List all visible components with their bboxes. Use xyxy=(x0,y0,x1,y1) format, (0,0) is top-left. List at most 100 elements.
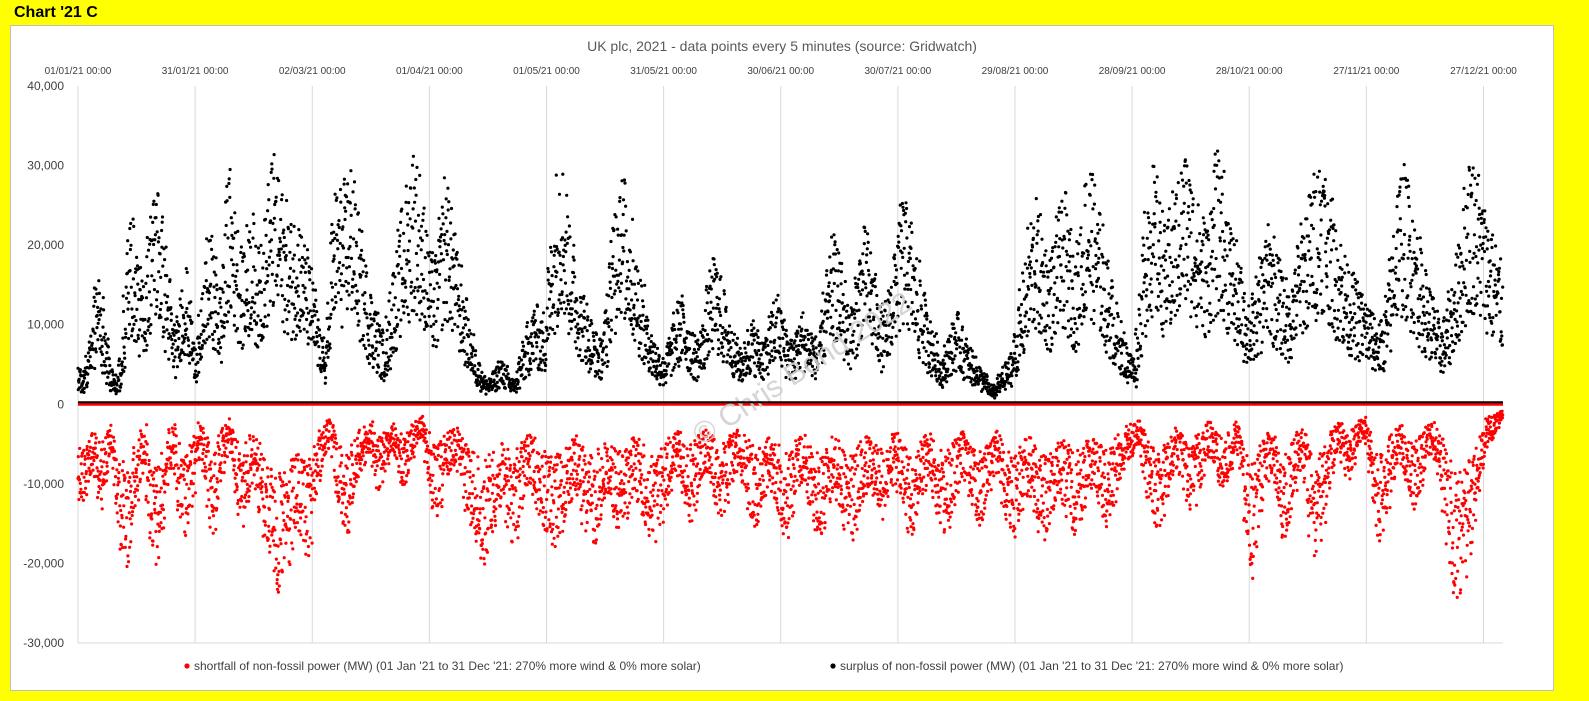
shortfall-point xyxy=(1094,460,1098,464)
shortfall-point xyxy=(222,443,226,447)
shortfall-point xyxy=(871,462,876,466)
shortfall-point xyxy=(678,473,682,477)
shortfall-point xyxy=(524,457,529,461)
shortfall-point xyxy=(982,483,986,487)
shortfall-point xyxy=(115,492,120,496)
shortfall-point xyxy=(1465,575,1469,579)
shortfall-point xyxy=(315,452,319,456)
shortfall-point xyxy=(708,466,712,470)
shortfall-point xyxy=(487,453,491,457)
shortfall-point xyxy=(568,477,572,481)
shortfall-point xyxy=(265,466,269,470)
shortfall-point xyxy=(431,452,436,456)
shortfall-point xyxy=(775,497,779,501)
shortfall-point xyxy=(1488,425,1492,429)
shortfall-point xyxy=(1058,445,1062,449)
shortfall-point xyxy=(237,452,242,456)
shortfall-point xyxy=(676,454,680,458)
shortfall-point xyxy=(713,488,717,492)
shortfall-point xyxy=(1246,463,1250,467)
shortfall-point xyxy=(1010,479,1014,484)
shortfall-point xyxy=(642,478,646,482)
shortfall-point xyxy=(1451,525,1455,530)
shortfall-point xyxy=(1199,482,1203,486)
shortfall-point xyxy=(477,531,481,535)
shortfall-point xyxy=(1389,471,1393,475)
shortfall-point xyxy=(911,503,915,507)
shortfall-point xyxy=(582,458,586,462)
shortfall-point xyxy=(127,511,131,515)
shortfall-point xyxy=(876,448,880,452)
shortfall-point xyxy=(863,451,868,455)
shortfall-point xyxy=(1111,493,1115,497)
shortfall-point xyxy=(1008,470,1012,474)
shortfall-point xyxy=(728,471,732,475)
shortfall-point xyxy=(350,463,355,467)
shortfall-point xyxy=(535,488,539,492)
shortfall-point xyxy=(306,544,310,549)
shortfall-point xyxy=(678,464,683,469)
shortfall-point xyxy=(1345,434,1349,438)
shortfall-point xyxy=(998,434,1002,438)
shortfall-point xyxy=(1136,435,1140,439)
shortfall-point xyxy=(305,529,309,533)
shortfall-point xyxy=(720,481,725,485)
shortfall-point xyxy=(307,463,311,467)
shortfall-point xyxy=(638,462,642,466)
shortfall-point xyxy=(1251,554,1255,559)
shortfall-point xyxy=(351,495,355,499)
shortfall-point xyxy=(793,489,798,493)
shortfall-point xyxy=(738,461,742,465)
shortfall-point xyxy=(527,465,532,469)
shortfall-point xyxy=(465,503,469,507)
shortfall-point xyxy=(163,472,167,476)
shortfall-point xyxy=(844,475,848,479)
shortfall-point xyxy=(1182,448,1186,452)
shortfall-point xyxy=(511,470,515,475)
shortfall-point xyxy=(1326,471,1330,475)
chart-title: UK plc, 2021 - data points every 5 minut… xyxy=(587,38,977,54)
shortfall-point xyxy=(138,477,142,481)
shortfall-point xyxy=(1238,435,1242,439)
shortfall-point xyxy=(495,474,500,478)
shortfall-point xyxy=(1144,454,1148,458)
shortfall-point xyxy=(406,440,410,444)
shortfall-point xyxy=(779,470,783,474)
chart-area[interactable]: UK plc, 2021 - data points every 5 minut… xyxy=(10,25,1554,691)
shortfall-point xyxy=(1018,472,1022,476)
shortfall-point xyxy=(792,510,796,515)
shortfall-point xyxy=(1297,433,1301,437)
shortfall-point xyxy=(745,446,749,450)
shortfall-point xyxy=(1297,439,1301,443)
shortfall-point xyxy=(1378,520,1382,524)
shortfall-point xyxy=(644,505,648,509)
shortfall-point xyxy=(643,522,648,527)
shortfall-point xyxy=(611,462,615,466)
shortfall-point xyxy=(1078,453,1082,457)
shortfall-point xyxy=(836,482,841,486)
shortfall-point xyxy=(1025,494,1030,498)
shortfall-point xyxy=(1428,445,1432,449)
shortfall-point xyxy=(1472,454,1476,458)
shortfall-point xyxy=(205,436,210,440)
shortfall-point xyxy=(826,466,830,470)
shortfall-point xyxy=(800,473,804,477)
shortfall-point xyxy=(1192,488,1196,492)
shortfall-point xyxy=(102,460,106,464)
shortfall-point xyxy=(180,503,184,507)
shortfall-point xyxy=(798,442,802,446)
shortfall-point xyxy=(692,462,696,466)
shortfall-point xyxy=(449,467,453,471)
shortfall-point xyxy=(1446,469,1450,473)
shortfall-point xyxy=(1219,436,1223,440)
shortfall-point xyxy=(335,441,339,445)
shortfall-point xyxy=(352,484,356,488)
shortfall-point xyxy=(718,488,723,492)
shortfall-point xyxy=(692,503,696,507)
shortfall-point xyxy=(817,516,821,520)
shortfall-point xyxy=(1300,450,1304,454)
shortfall-point xyxy=(356,444,360,448)
shortfall-point xyxy=(550,542,554,546)
x-tick-label: 31/05/21 00:00 xyxy=(630,66,697,77)
shortfall-point xyxy=(798,464,802,468)
